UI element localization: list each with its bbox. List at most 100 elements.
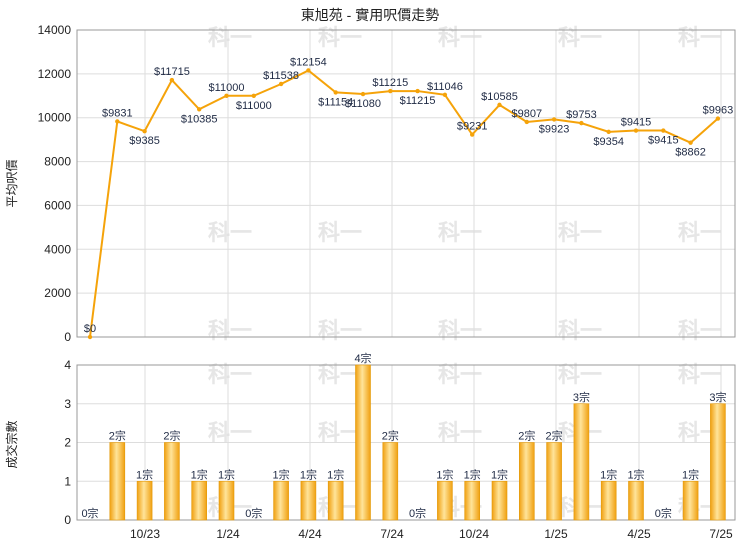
price-data-label: $9354 [593,136,624,148]
price-point [251,93,256,98]
transaction-data-label: 1宗 [191,467,208,481]
watermark: 科一 [318,362,362,387]
x-tick-label: 7/24 [380,527,404,541]
price-point [115,119,120,124]
price-data-label: $11000 [209,82,245,94]
price-data-label: $9831 [102,107,133,119]
price-point [470,132,475,137]
transaction-data-label: 4宗 [354,351,371,365]
transaction-bar [491,480,508,521]
watermark: 科一 [678,362,722,387]
transaction-bar [682,480,699,521]
transaction-bar [300,480,317,521]
watermark: 科一 [208,362,252,387]
transaction-data-label: 3宗 [709,390,726,404]
price-data-label: $9385 [129,135,160,147]
price-point [224,93,229,98]
transaction-data-label: 1宗 [491,467,508,481]
price-data-label: $11000 [236,100,272,112]
price-line [89,69,719,338]
transaction-data-label: 1宗 [300,467,317,481]
transaction-bar [355,364,371,521]
x-tick-label: 1/25 [544,527,568,541]
watermark: 科一 [208,318,252,343]
price-y-tick-label: 4000 [44,242,71,256]
watermark: 科一 [558,220,602,245]
watermark: 科一 [438,318,482,343]
watermark: 科一 [678,25,722,50]
price-point [169,77,175,83]
watermark: 科一 [318,25,362,50]
transactions-y-tick-label: 4 [64,358,71,372]
price-point [87,334,93,340]
transaction-bar [546,442,562,521]
watermark: 科一 [318,420,362,445]
transactions-y-axis-title: 成交宗數 [4,420,19,468]
transaction-data-label: 2宗 [109,429,126,443]
price-data-label: $11154 [318,96,353,108]
price-point [142,129,147,134]
transaction-bar [218,480,235,521]
transactions-y-tick-label: 0 [64,513,71,527]
transaction-data-label: 1宗 [464,467,481,481]
price-data-label: $11080 [345,98,381,110]
watermark: 科一 [438,220,482,245]
price-point [360,91,366,97]
price-point [278,81,284,87]
transaction-data-label: 2宗 [546,429,563,443]
price-data-label: $10385 [181,113,218,125]
watermark: 科一 [438,362,482,387]
price-point [551,117,557,122]
price-data-label: $11538 [263,70,299,82]
price-y-tick-label: 10000 [38,111,72,125]
transaction-data-label: 1宗 [627,467,644,481]
price-chart: 科一科一科一科一科一科一科一科一科一科一科一科一科一科一科一0200040006… [5,23,736,344]
price-point [579,120,584,126]
x-tick-label: 10/24 [459,527,489,541]
transaction-bar [382,442,399,521]
transactions-y-tick-label: 3 [64,397,71,411]
price-point [442,92,448,97]
price-data-label: $9415 [621,117,652,129]
price-y-tick-label: 12000 [38,67,72,81]
transaction-data-label: 1宗 [273,467,290,481]
transaction-data-label: 1宗 [682,467,699,481]
price-point [197,107,202,112]
watermark: 科一 [208,220,252,245]
watermark: 科一 [318,318,362,343]
price-data-label: $9807 [512,108,543,120]
price-data-label: $12154 [290,56,327,68]
price-point [606,129,611,135]
price-point [497,102,502,108]
transaction-bar [136,480,153,521]
transaction-data-label: 1宗 [436,467,453,481]
price-point [333,90,338,95]
price-y-tick-label: 8000 [44,155,71,169]
transaction-bar [164,442,180,521]
transactions-y-tick-label: 1 [64,474,71,488]
price-data-label: $9753 [566,109,597,121]
price-point [688,140,693,145]
watermark: 科一 [438,420,482,445]
transaction-data-label: 0宗 [655,506,672,520]
watermark: 科一 [678,318,722,343]
price-data-label: $11715 [154,66,190,78]
transactions-chart: 科一科一科一科一科一科一科一科一科一科一科一科一科一科一科一012340宗2宗1… [4,351,736,541]
transaction-bar [109,442,126,521]
transaction-data-label: 0宗 [409,506,426,520]
transaction-data-label: 0宗 [81,506,98,520]
transaction-data-label: 2宗 [163,429,180,443]
transaction-bar [327,480,344,521]
price-y-axis-title: 平均呎價 [5,159,19,207]
transaction-bar [437,480,453,521]
transaction-data-label: 1宗 [136,467,153,481]
x-tick-label: 4/25 [627,527,651,541]
transaction-data-label: 1宗 [218,467,235,481]
transaction-data-label: 0宗 [245,506,262,520]
transaction-data-label: 2宗 [382,429,399,443]
price-data-label: $11215 [372,77,408,89]
transaction-bar [600,480,617,521]
x-tick-label: 7/25 [709,527,733,541]
price-data-label: $9415 [648,135,679,147]
